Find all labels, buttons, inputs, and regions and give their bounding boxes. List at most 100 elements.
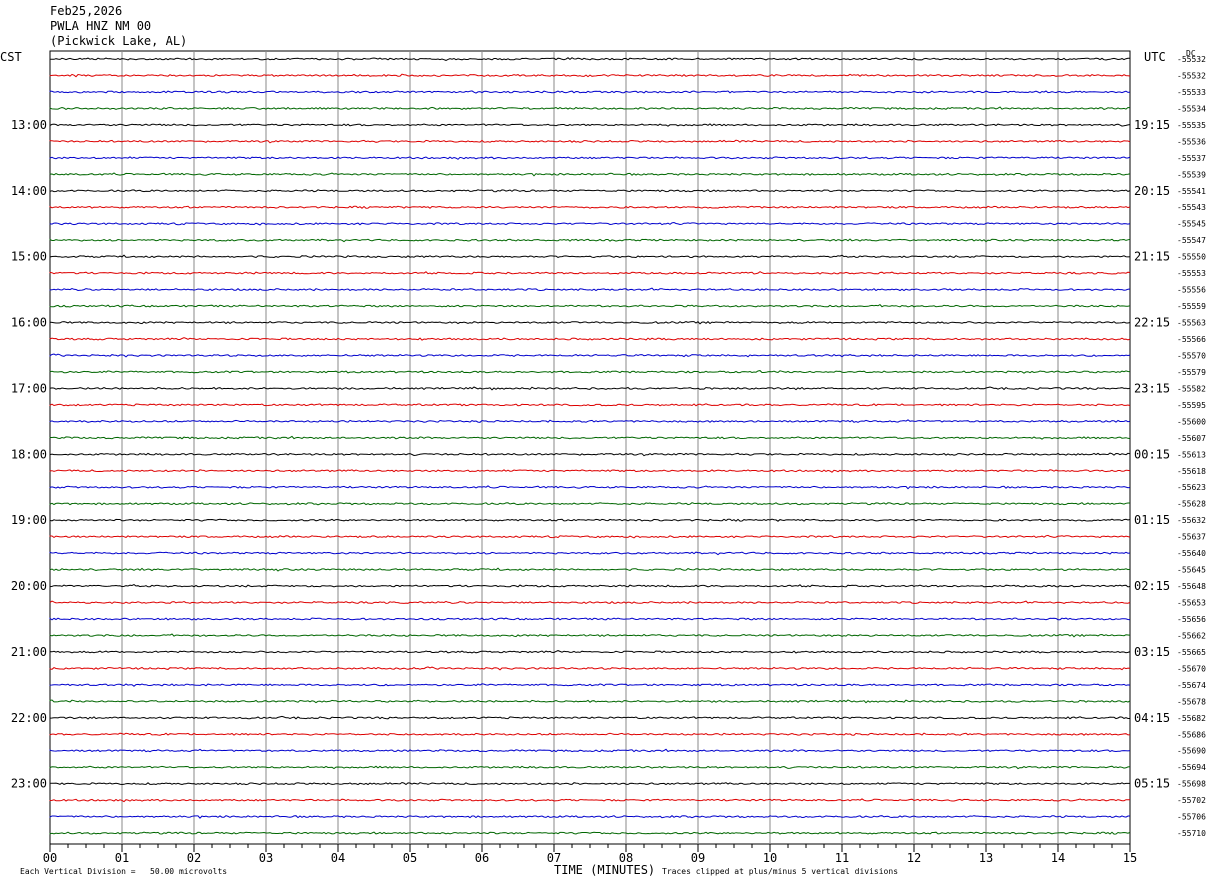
dc-offset-label: -55670 [1177, 664, 1206, 673]
trace-line [49, 435, 1131, 440]
left-hour-label: 15:00 [11, 250, 47, 264]
trace-line [49, 567, 1131, 572]
dc-offset-label: -55541 [1177, 187, 1206, 196]
trace-line [49, 189, 1131, 193]
trace-line [49, 650, 1131, 654]
scale-note: Each Vertical Division = 50.00 microvolt… [20, 867, 228, 876]
trace-line [49, 221, 1131, 226]
dc-offset-label: -55566 [1177, 335, 1206, 344]
trace-line [49, 551, 1131, 556]
trace-line [49, 617, 1131, 621]
x-tick-label: 13 [979, 851, 993, 865]
dc-offset-label: -55556 [1177, 286, 1206, 295]
date-label: Feb25,2026 [50, 4, 123, 18]
trace-line [49, 337, 1131, 341]
trace-line [49, 321, 1131, 325]
left-timezone-label: CST [0, 50, 22, 64]
dc-offset-label: -55686 [1177, 730, 1206, 739]
left-hour-label: 19:00 [11, 513, 47, 527]
dc-offset-label: -55710 [1177, 829, 1206, 838]
x-tick-label: 12 [907, 851, 921, 865]
dc-offset-label: -55665 [1177, 648, 1206, 657]
dc-offset-label: -55662 [1177, 631, 1206, 640]
right-hour-label: 22:15 [1134, 316, 1170, 330]
trace-line [49, 123, 1131, 127]
dc-offset-label: -55550 [1177, 253, 1206, 262]
dc-offset-label: -55613 [1177, 450, 1206, 459]
right-hour-label: 04:15 [1134, 711, 1170, 725]
dc-offset-label: -55539 [1177, 170, 1206, 179]
x-axis-title: TIME (MINUTES) [554, 863, 656, 877]
right-hour-label: 02:15 [1134, 579, 1170, 593]
dc-offset-label: -55694 [1177, 763, 1206, 772]
trace-line [49, 765, 1131, 770]
trace-line [49, 748, 1131, 753]
trace-line [49, 90, 1131, 94]
left-hour-label: 23:00 [11, 777, 47, 791]
trace-line [49, 238, 1131, 243]
trace-line [49, 386, 1131, 391]
dc-offset-label: -55640 [1177, 549, 1206, 558]
dc-offset-label: -55545 [1177, 220, 1206, 229]
trace-line [49, 73, 1131, 78]
right-hour-label: 20:15 [1134, 184, 1170, 198]
x-tick-label: 11 [835, 851, 849, 865]
right-hour-label: 05:15 [1134, 777, 1170, 791]
x-tick-label: 01 [115, 851, 129, 865]
dc-offset-label: -55702 [1177, 796, 1206, 805]
x-tick-label: 02 [187, 851, 201, 865]
trace-line [49, 633, 1131, 638]
dc-offset-label: -55645 [1177, 566, 1206, 575]
trace-line [49, 732, 1131, 736]
trace-line [49, 205, 1131, 209]
dc-offset-label: -55535 [1177, 121, 1206, 130]
dc-offset-label: -55536 [1177, 137, 1206, 146]
dc-offset-label: -55563 [1177, 319, 1206, 328]
trace-line [49, 781, 1130, 786]
trace-line [49, 353, 1131, 358]
dc-offset-label: -55678 [1177, 697, 1206, 706]
dc-offset-label: -55628 [1177, 500, 1206, 509]
left-hour-label: 17:00 [11, 381, 47, 395]
trace-line [49, 271, 1131, 275]
dc-offset-label: -55656 [1177, 615, 1206, 624]
trace-line [49, 584, 1131, 588]
trace-line [49, 419, 1131, 423]
trace-line [49, 534, 1131, 539]
trace-line [49, 831, 1131, 835]
trace-line [49, 683, 1131, 687]
location-label: (Pickwick Lake, AL) [50, 34, 188, 48]
x-tick-label: 03 [259, 851, 273, 865]
dc-offset-label: -55648 [1177, 582, 1206, 591]
right-hour-label: 00:15 [1134, 447, 1170, 461]
station-label: PWLA HNZ NM 00 [50, 19, 152, 33]
right-timezone-label: UTC [1144, 50, 1166, 64]
trace-line [49, 156, 1131, 160]
clip-note: Traces clipped at plus/minus 5 vertical … [662, 867, 899, 876]
trace-line [49, 370, 1131, 374]
dc-offset-label: -55534 [1177, 104, 1206, 113]
plot-header: Feb25,2026 PWLA HNZ NM 00 (Pickwick Lake… [50, 4, 187, 49]
dc-offset-label: -55579 [1177, 368, 1206, 377]
dc-offset-label: -55690 [1177, 747, 1206, 756]
left-hour-label: 13:00 [11, 118, 47, 132]
right-hour-label: 21:15 [1134, 250, 1170, 264]
dc-offset-label: -55532 [1177, 71, 1206, 80]
dc-offset-label: -55637 [1177, 533, 1206, 542]
trace-line [49, 254, 1131, 259]
dc-offset-label: -55682 [1177, 714, 1206, 723]
dc-offset-label: -55706 [1177, 813, 1206, 822]
trace-line [49, 403, 1131, 407]
dc-offset-label: -55547 [1177, 236, 1206, 245]
dc-offset-label: -55582 [1177, 384, 1206, 393]
dc-offset-label: -55543 [1177, 203, 1206, 212]
trace-line [49, 518, 1131, 522]
x-tick-label: 08 [619, 851, 633, 865]
right-hour-label: 19:15 [1134, 118, 1170, 132]
dc-offset-label: -55653 [1177, 599, 1206, 608]
x-tick-label: 15 [1123, 851, 1137, 865]
dc-offset-label: -55607 [1177, 434, 1206, 443]
x-tick-label: 14 [1051, 851, 1065, 865]
x-tick-label: 06 [475, 851, 489, 865]
